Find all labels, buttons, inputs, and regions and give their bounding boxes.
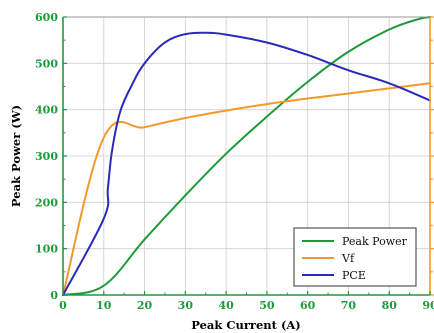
x-tick-label-60: 60 bbox=[300, 299, 316, 312]
series-line-vf bbox=[62, 82, 431, 296]
x-tick-label-20: 20 bbox=[137, 299, 153, 312]
axis-layer bbox=[62, 16, 434, 296]
series-line-pce bbox=[62, 31, 431, 296]
x-tick-label-90: 90 bbox=[422, 299, 434, 312]
y-tick-label-200: 200 bbox=[35, 196, 58, 209]
y-axis-label: Peak Power (W) bbox=[9, 105, 23, 207]
x-tick-label-70: 70 bbox=[341, 299, 357, 312]
tick-labels: 0 100 200 300 400 500 600 0 10 20 30 40 50 60 70 80 90 bbox=[35, 11, 434, 312]
x-tick-label-80: 80 bbox=[382, 299, 398, 312]
legend-label-vf: Vf bbox=[341, 252, 355, 265]
x-tick-label-40: 40 bbox=[218, 299, 234, 312]
y-tick-label-400: 400 bbox=[35, 104, 58, 117]
x-axis-label: Peak Current (A) bbox=[191, 318, 301, 332]
legend: Peak Power Vf PCE bbox=[293, 227, 417, 287]
x-tick-label-0: 0 bbox=[59, 299, 67, 312]
y-tick-label-300: 300 bbox=[35, 150, 58, 163]
y-tick-label-500: 500 bbox=[35, 57, 58, 70]
y-tick-label-600: 600 bbox=[35, 11, 58, 24]
series-layer bbox=[62, 16, 431, 296]
x-tick-label-50: 50 bbox=[259, 299, 275, 312]
series-line-peak-power bbox=[62, 16, 431, 296]
x-tick-label-10: 10 bbox=[96, 299, 112, 312]
legend-label-peak-power: Peak Power bbox=[342, 235, 408, 248]
legend-label-pce: PCE bbox=[342, 269, 366, 282]
y-tick-label-0: 0 bbox=[50, 289, 58, 302]
grid-layer bbox=[63, 17, 430, 295]
x-tick-label-30: 30 bbox=[178, 299, 194, 312]
y-tick-label-100: 100 bbox=[35, 243, 58, 256]
